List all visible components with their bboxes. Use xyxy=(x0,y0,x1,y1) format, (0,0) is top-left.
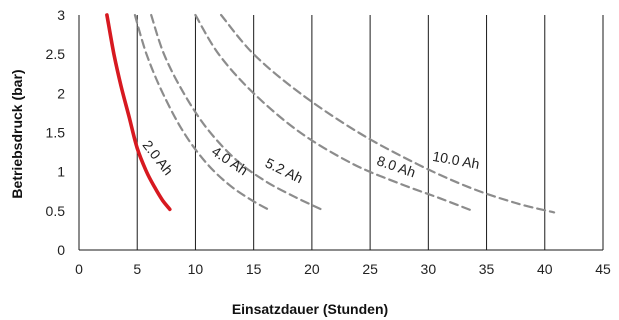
x-tick-label: 30 xyxy=(421,261,437,277)
x-tick-label: 20 xyxy=(304,261,320,277)
y-tick-label: 0 xyxy=(57,242,65,258)
series-line-5-2-ah xyxy=(150,13,323,211)
series-line-4-0-ah xyxy=(133,13,273,212)
x-tick-label: 40 xyxy=(537,261,553,277)
tick-labels: 0 5 10 15 20 25 30 35 40 45 0 0.5 1 1.5 2 2.5 3 xyxy=(46,7,611,277)
curve-labels: 2.0 Ah 4.0 Ah 5.2 Ah 8.0 Ah 10.0 Ah xyxy=(139,137,480,186)
x-tick-label: 35 xyxy=(479,261,495,277)
x-tick-label: 45 xyxy=(595,261,611,277)
x-axis-label: Einsatzdauer (Stunden) xyxy=(232,301,388,317)
x-tick-label: 15 xyxy=(246,261,262,277)
y-tick-label: 3 xyxy=(57,7,65,23)
curve-label-4-0-ah: 4.0 Ah xyxy=(209,143,251,178)
x-tick-label: 10 xyxy=(188,261,204,277)
series-curves xyxy=(105,13,556,214)
y-tick-label: 2.5 xyxy=(46,46,66,62)
curve-label-5-2-ah: 5.2 Ah xyxy=(263,155,306,187)
grid-lines xyxy=(136,15,604,250)
y-tick-label: 1.5 xyxy=(46,125,66,141)
axes xyxy=(78,15,603,251)
curve-label-10-0-ah: 10.0 Ah xyxy=(431,148,481,172)
y-axis-label: Betriebsdruck (bar) xyxy=(9,69,25,198)
x-tick-label: 5 xyxy=(133,261,141,277)
x-tick-label: 25 xyxy=(362,261,378,277)
series-line-2-0-ah xyxy=(105,13,172,212)
y-tick-label: 0.5 xyxy=(46,203,66,219)
series-line-8-0-ah xyxy=(194,13,474,212)
series-line-10-0-ah xyxy=(220,13,556,214)
y-tick-label: 1 xyxy=(57,164,65,180)
y-tick-label: 2 xyxy=(57,85,65,101)
x-tick-label: 0 xyxy=(75,261,83,277)
